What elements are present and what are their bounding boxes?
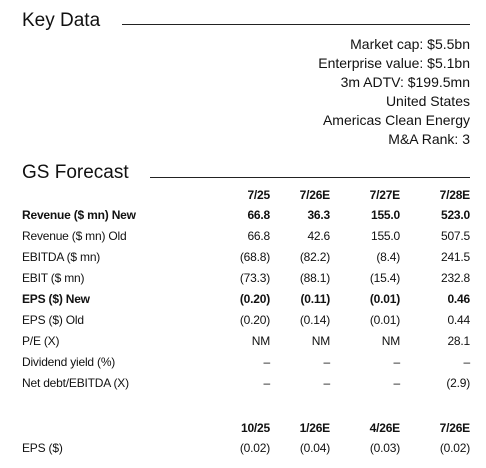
column-header: 7/28E bbox=[439, 188, 471, 202]
cell-value: NM bbox=[311, 334, 330, 348]
cell-value: (2.9) bbox=[446, 376, 470, 390]
cell-value: (82.2) bbox=[299, 250, 330, 264]
cell-value: (0.04) bbox=[299, 441, 330, 455]
cell-value: – bbox=[263, 355, 271, 369]
row-label: EPS ($) New bbox=[22, 292, 90, 306]
row-label: EBITDA ($ mn) bbox=[22, 250, 101, 264]
column-header: 10/25 bbox=[240, 421, 270, 435]
rule bbox=[122, 24, 470, 25]
cell-value: NM bbox=[251, 334, 270, 348]
column-header: 7/26E bbox=[439, 421, 471, 435]
cell-value: NM bbox=[381, 334, 400, 348]
cell-value: (0.02) bbox=[239, 441, 270, 455]
cell-value: – bbox=[393, 355, 401, 369]
cell-value: (8.4) bbox=[376, 250, 400, 264]
key-data-line: United States bbox=[385, 93, 470, 109]
key-data-line: Americas Clean Energy bbox=[322, 112, 470, 128]
cell-value: 0.46 bbox=[447, 292, 470, 306]
cell-value: (0.20) bbox=[239, 313, 270, 327]
column-header: 7/27E bbox=[369, 188, 401, 202]
row-label: EPS ($) Old bbox=[22, 313, 84, 327]
row-label: EPS ($) bbox=[22, 441, 63, 455]
cell-value: (88.1) bbox=[299, 271, 330, 285]
cell-value: (15.4) bbox=[369, 271, 400, 285]
cell-value: (0.11) bbox=[300, 292, 331, 306]
section-title: Key Data bbox=[22, 10, 101, 31]
row-label: Dividend yield (%) bbox=[22, 355, 116, 369]
cell-value: – bbox=[323, 376, 331, 390]
cell-value: (0.01) bbox=[369, 313, 400, 327]
row-label: Net debt/EBITDA (X) bbox=[22, 376, 129, 390]
cell-value: 66.8 bbox=[247, 208, 270, 222]
cell-value: (0.01) bbox=[369, 292, 400, 306]
column-header: 1/26E bbox=[299, 421, 331, 435]
key-data-line: Market cap: $5.5bn bbox=[350, 36, 470, 52]
key-data-line: Enterprise value: $5.1bn bbox=[318, 55, 470, 71]
cell-value: – bbox=[463, 355, 471, 369]
cell-value: 0.44 bbox=[447, 313, 470, 327]
cell-value: (0.20) bbox=[239, 292, 270, 306]
cell-value: 155.0 bbox=[370, 208, 400, 222]
cell-value: 241.5 bbox=[440, 250, 470, 264]
cell-value: – bbox=[263, 376, 271, 390]
cell-value: 42.6 bbox=[307, 229, 330, 243]
row-label: EBIT ($ mn) bbox=[22, 271, 85, 285]
cell-value: 66.8 bbox=[247, 229, 270, 243]
section-title: GS Forecast bbox=[22, 162, 129, 183]
column-header: 7/25 bbox=[247, 188, 270, 202]
cell-value: (68.8) bbox=[239, 250, 270, 264]
cell-value: (0.14) bbox=[299, 313, 330, 327]
cell-value: 523.0 bbox=[440, 208, 470, 222]
row-label: Revenue ($ mn) New bbox=[22, 208, 136, 222]
cell-value: – bbox=[393, 376, 401, 390]
cell-value: 28.1 bbox=[447, 334, 470, 348]
cell-value: 36.3 bbox=[307, 208, 330, 222]
rule bbox=[150, 177, 470, 178]
row-label: Revenue ($ mn) Old bbox=[22, 229, 127, 243]
column-header: 4/26E bbox=[369, 421, 401, 435]
cell-value: (73.3) bbox=[239, 271, 270, 285]
cell-value: – bbox=[323, 355, 331, 369]
cell-value: 507.5 bbox=[440, 229, 470, 243]
cell-value: (0.02) bbox=[439, 441, 470, 455]
cell-value: 155.0 bbox=[370, 229, 400, 243]
key-data-line: M&A Rank: 3 bbox=[388, 131, 470, 147]
column-header: 7/26E bbox=[299, 188, 331, 202]
cell-value: 232.8 bbox=[440, 271, 470, 285]
key-data-line: 3m ADTV: $199.5mn bbox=[340, 74, 470, 90]
cell-value: (0.03) bbox=[369, 441, 400, 455]
row-label: P/E (X) bbox=[22, 334, 60, 348]
